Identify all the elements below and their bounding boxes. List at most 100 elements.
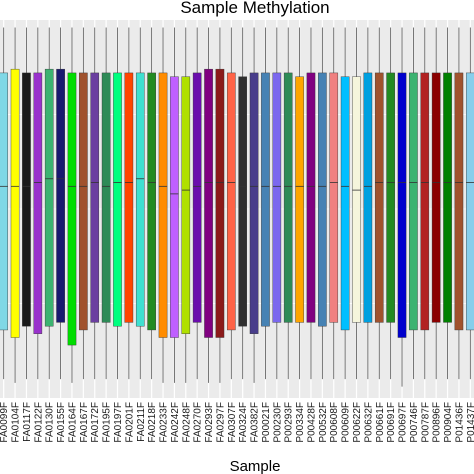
box-body-P00746F bbox=[409, 72, 418, 331]
box-P00746F bbox=[409, 27, 418, 380]
tick-label-FA0233F: FA0233F bbox=[159, 402, 170, 443]
box-P00691F bbox=[386, 27, 395, 380]
box-body-FA0099F bbox=[0, 72, 8, 331]
box-body-FA0117F bbox=[22, 72, 31, 327]
box-body-FA0242F bbox=[170, 76, 179, 338]
box-FA0195F bbox=[101, 27, 111, 380]
box-body-P00532F bbox=[318, 72, 327, 327]
box-body-FA0155F bbox=[56, 68, 65, 323]
box-body-FA0172F bbox=[90, 72, 100, 323]
tick-label-P00532F: P00532F bbox=[318, 402, 329, 443]
box-body-FA0104F bbox=[10, 68, 20, 338]
tick-label-FA0307F: FA0307F bbox=[227, 402, 238, 443]
box-body-P00428F bbox=[306, 72, 316, 323]
x-tick-labels: FA0099F FA0104F FA0117F FA0122F FA0130F FA015… bbox=[0, 402, 474, 443]
tick-label-FA0099F: FA0099F bbox=[0, 402, 10, 443]
box-P00608F bbox=[329, 27, 339, 380]
box-FA0130F bbox=[44, 27, 54, 380]
tick-label-FA0201F: FA0201F bbox=[124, 402, 135, 443]
box-body-FA0122F bbox=[33, 72, 43, 334]
box-body-FA0233F bbox=[158, 72, 168, 338]
tick-label-P00896F: P00896F bbox=[432, 402, 443, 443]
tick-label-P00661F: P00661F bbox=[375, 402, 386, 443]
tick-label-P00632F: P00632F bbox=[363, 402, 374, 443]
box-body-P00021F bbox=[261, 72, 270, 327]
x-axis-label: Sample bbox=[230, 458, 281, 474]
box-FA0104F bbox=[10, 27, 20, 383]
tick-label-FA0242F: FA0242F bbox=[170, 402, 181, 443]
box-body-FA0270F bbox=[192, 72, 202, 323]
box-body-P00230F bbox=[272, 72, 282, 323]
tick-label-P00334F: P00334F bbox=[295, 402, 306, 443]
tick-label-FA0130F: FA0130F bbox=[45, 402, 56, 443]
box-body-P00697F bbox=[397, 72, 407, 338]
box-P00896F bbox=[431, 27, 441, 380]
chart-title: Sample Methylation bbox=[180, 0, 329, 17]
tick-label-P00609F: P00609F bbox=[341, 402, 352, 443]
box-body-FA0130F bbox=[44, 68, 54, 327]
box-FA0099F bbox=[0, 27, 8, 380]
box-body-P00632F bbox=[363, 72, 373, 323]
box-FA0248F bbox=[181, 27, 191, 383]
tick-label-P00691F: P00691F bbox=[386, 402, 397, 443]
box-body-FA0382F bbox=[249, 72, 259, 334]
tick-label-FA0195F: FA0195F bbox=[102, 402, 113, 443]
box-FA0307F bbox=[227, 27, 236, 380]
tick-label-P01436F: P01436F bbox=[454, 402, 465, 443]
box-P00661F bbox=[374, 27, 384, 380]
box-body-P00904F bbox=[443, 72, 452, 323]
tick-label-P00428F: P00428F bbox=[306, 402, 317, 443]
tick-label-FA0117F: FA0117F bbox=[22, 402, 33, 442]
box-body-P00896F bbox=[431, 72, 441, 323]
box-body-FA0211F bbox=[135, 72, 145, 327]
box-FA0324F bbox=[238, 27, 247, 380]
box-FA0382F bbox=[249, 27, 259, 383]
box-body-FA0307F bbox=[227, 72, 236, 331]
tick-label-FA0164F: FA0164F bbox=[67, 402, 78, 443]
box-body-FA0195F bbox=[101, 72, 111, 323]
box-body-P00787F bbox=[420, 72, 430, 331]
box-FA0242F bbox=[170, 27, 179, 383]
box-body-P00293F bbox=[283, 72, 293, 323]
tick-label-P00622F: P00622F bbox=[352, 402, 363, 443]
box-P01437F bbox=[466, 27, 474, 380]
box-body-P01436F bbox=[454, 72, 464, 331]
tick-label-P01437F: P01437F bbox=[466, 402, 474, 443]
tick-label-P00021F: P00021F bbox=[261, 402, 272, 443]
box-body-P01437F bbox=[466, 72, 474, 331]
box-body-P00608F bbox=[329, 72, 339, 323]
box-body-FA0201F bbox=[124, 72, 134, 323]
box-P00622F bbox=[352, 27, 361, 380]
tick-label-FA0197F: FA0197F bbox=[113, 402, 124, 443]
box-FA0218F bbox=[147, 27, 156, 380]
box-body-FA0218F bbox=[147, 72, 156, 331]
box-FA0201F bbox=[124, 27, 134, 380]
box-body-FA0293F bbox=[204, 68, 213, 338]
box-series bbox=[0, 27, 474, 387]
box-P00334F bbox=[295, 27, 304, 380]
tick-label-P00230F: P00230F bbox=[272, 402, 283, 443]
box-FA0211F bbox=[135, 27, 145, 380]
tick-label-FA0211F: FA0211F bbox=[136, 402, 147, 442]
box-FA0297F bbox=[215, 27, 225, 383]
box-FA0172F bbox=[90, 27, 100, 380]
tick-label-P00697F: P00697F bbox=[398, 402, 409, 443]
tick-label-FA0104F: FA0104F bbox=[11, 402, 22, 443]
tick-label-FA0248F: FA0248F bbox=[181, 402, 192, 443]
box-FA0155F bbox=[56, 27, 65, 380]
tick-label-P00293F: P00293F bbox=[284, 402, 295, 443]
box-P00428F bbox=[306, 27, 316, 380]
box-FA0197F bbox=[113, 27, 122, 380]
box-P00230F bbox=[272, 27, 282, 380]
box-body-FA0197F bbox=[113, 72, 122, 327]
box-body-P00661F bbox=[374, 72, 384, 323]
box-P00021F bbox=[261, 27, 270, 380]
box-FA0233F bbox=[158, 27, 168, 383]
box-FA0117F bbox=[22, 27, 31, 380]
box-P00293F bbox=[283, 27, 293, 380]
box-body-P00334F bbox=[295, 76, 304, 323]
box-FA0293F bbox=[204, 27, 213, 383]
tick-label-FA0324F: FA0324F bbox=[238, 402, 249, 443]
tick-label-FA0382F: FA0382F bbox=[250, 402, 261, 443]
